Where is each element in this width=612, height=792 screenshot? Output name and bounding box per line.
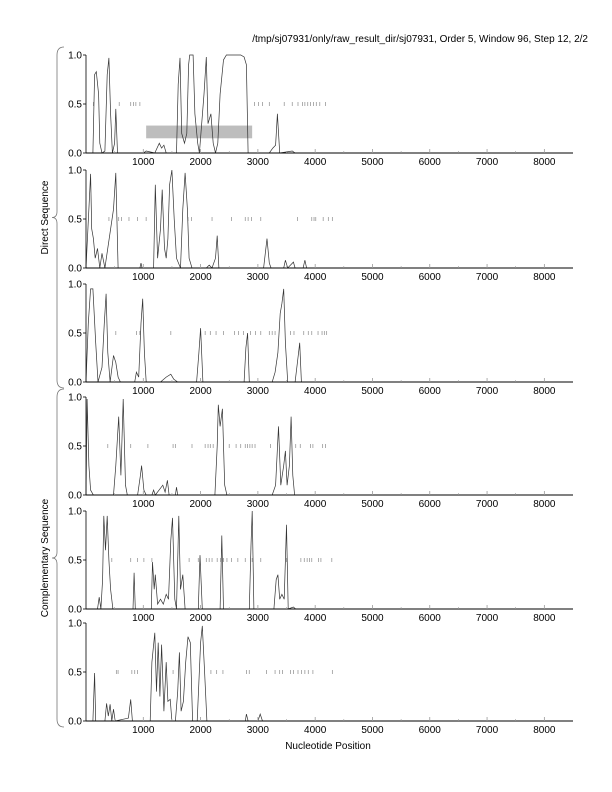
x-tick-label: 4000 — [304, 725, 327, 736]
coding-potential-line — [85, 288, 573, 383]
x-tick-label: 2000 — [189, 613, 212, 624]
x-tick-label: 1000 — [132, 725, 155, 736]
x-tick-label: 4000 — [304, 499, 327, 510]
y-tick-label: 0.5 — [68, 100, 82, 111]
group-label: Complementary Sequence — [40, 498, 51, 617]
coding-potential-line — [86, 510, 573, 610]
highlight-region — [146, 125, 253, 139]
page-header: /tmp/sj07931/only/raw_result_dir/sj07931… — [252, 34, 588, 45]
panel-2: 0.0 0.5 1.0 1000 2000 3000 4000 5000 6000 7000 800… — [68, 166, 573, 283]
panel-5: 0.0 0.5 1.0 1000 2000 3000 4000 5000 6000 7000 800… — [68, 507, 573, 624]
x-tick-label: 4000 — [304, 613, 327, 624]
x-tick-label: 8000 — [533, 386, 556, 397]
y-tick-label: 1.0 — [68, 280, 82, 291]
y-tick-label: 0.5 — [68, 215, 82, 226]
y-tick-label: 0.5 — [68, 329, 82, 340]
x-tick-label: 7000 — [476, 725, 499, 736]
x-tick-label: 8000 — [533, 499, 556, 510]
x-tick-label: 7000 — [476, 157, 499, 168]
y-tick-label: 1.0 — [68, 393, 82, 404]
x-tick-label: 4000 — [304, 386, 327, 397]
x-tick-label: 3000 — [247, 157, 270, 168]
x-tick-label: 2000 — [189, 725, 212, 736]
panel-4: 0.0 0.5 1.0 1000 2000 3000 4000 5000 6000 7000 800… — [68, 393, 573, 510]
x-tick-label: 2000 — [189, 386, 212, 397]
x-tick-label: 8000 — [533, 725, 556, 736]
y-tick-label: 0.0 — [68, 717, 82, 728]
x-tick-label: 8000 — [533, 613, 556, 624]
coding-potential-line — [86, 625, 573, 722]
x-tick-label: 1000 — [132, 386, 155, 397]
y-tick-label: 0.0 — [68, 378, 82, 389]
x-tick-label: 5000 — [361, 157, 384, 168]
x-tick-label: 7000 — [476, 613, 499, 624]
y-tick-label: 0.5 — [68, 668, 82, 679]
x-tick-label: 3000 — [247, 499, 270, 510]
y-tick-label: 1.0 — [68, 507, 82, 518]
coding-potential-line — [86, 54, 573, 154]
x-tick-label: 5000 — [361, 499, 384, 510]
x-tick-label: 8000 — [533, 272, 556, 283]
x-tick-label: 5000 — [361, 386, 384, 397]
x-tick-label: 5000 — [361, 725, 384, 736]
x-tick-label: 1000 — [132, 613, 155, 624]
x-tick-label: 6000 — [419, 613, 442, 624]
coding-potential-line — [85, 169, 573, 269]
x-tick-label: 7000 — [476, 499, 499, 510]
x-tick-label: 7000 — [476, 386, 499, 397]
x-tick-label: 7000 — [476, 272, 499, 283]
x-tick-label: 6000 — [419, 157, 442, 168]
x-tick-label: 2000 — [189, 499, 212, 510]
x-tick-label: 8000 — [533, 157, 556, 168]
x-tick-label: 4000 — [304, 157, 327, 168]
x-tick-label: 3000 — [247, 725, 270, 736]
x-tick-label: 6000 — [419, 386, 442, 397]
y-tick-label: 0.5 — [68, 442, 82, 453]
x-tick-label: 1000 — [132, 272, 155, 283]
x-tick-label: 2000 — [189, 157, 212, 168]
x-tick-label: 5000 — [361, 613, 384, 624]
x-tick-label: 2000 — [189, 272, 212, 283]
panel-3: 0.0 0.5 1.0 1000 2000 3000 4000 5000 6000 7000 800… — [68, 280, 573, 397]
y-tick-label: 0.5 — [68, 556, 82, 567]
y-tick-label: 0.0 — [68, 491, 82, 502]
x-tick-label: 5000 — [361, 272, 384, 283]
x-tick-label: 6000 — [419, 499, 442, 510]
x-tick-label: 3000 — [247, 386, 270, 397]
y-tick-label: 1.0 — [68, 166, 82, 177]
y-tick-label: 1.0 — [68, 51, 82, 62]
x-tick-label: 1000 — [132, 499, 155, 510]
panel-6: 0.0 0.5 1.0 1000 2000 3000 4000 5000 6000 7000 800… — [68, 619, 573, 736]
y-tick-label: 1.0 — [68, 619, 82, 630]
x-tick-label: 4000 — [304, 272, 327, 283]
coding-potential-line — [85, 398, 573, 496]
group-bracket — [51, 46, 65, 389]
x-tick-label: 1000 — [132, 157, 155, 168]
y-tick-label: 0.0 — [68, 149, 82, 160]
x-tick-label: 6000 — [419, 272, 442, 283]
y-tick-label: 0.0 — [68, 264, 82, 275]
panel-1: 0.0 0.5 1.0 1000 2000 3000 4000 5000 6000 7000 800… — [68, 51, 573, 168]
y-tick-label: 0.0 — [68, 605, 82, 616]
x-tick-label: 3000 — [247, 272, 270, 283]
x-tick-label: 3000 — [247, 613, 270, 624]
x-tick-label: 6000 — [419, 725, 442, 736]
group-label: Direct Sequence — [40, 180, 51, 254]
x-axis-label: Nucleotide Position — [285, 741, 371, 752]
group-bracket — [51, 388, 65, 728]
